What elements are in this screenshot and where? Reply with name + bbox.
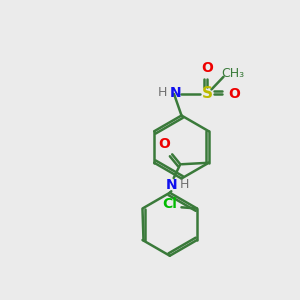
- Text: H: H: [180, 178, 190, 191]
- Text: O: O: [228, 87, 240, 101]
- Text: S: S: [202, 86, 212, 101]
- Text: N: N: [169, 86, 181, 100]
- Text: O: O: [201, 61, 213, 74]
- Text: H: H: [158, 86, 167, 99]
- Text: CH₃: CH₃: [221, 67, 244, 80]
- Text: O: O: [158, 136, 170, 151]
- Text: Cl: Cl: [163, 197, 178, 211]
- Text: N: N: [166, 178, 177, 192]
